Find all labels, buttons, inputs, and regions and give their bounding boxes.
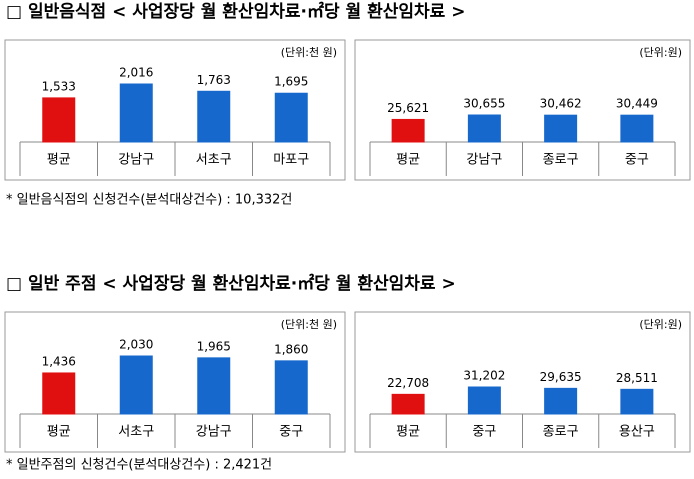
unit-label: (단위:천 원)	[281, 317, 337, 331]
category-label: 평균	[396, 153, 420, 168]
bar	[391, 118, 425, 143]
unit-label: (단위:원)	[639, 318, 682, 331]
category-label: 강남구	[466, 153, 502, 168]
bar	[620, 114, 654, 143]
bar	[274, 92, 308, 143]
value-label: 1,533	[42, 79, 76, 93]
unit-label: (단위:원)	[639, 46, 682, 59]
category-label: 마포구	[273, 153, 309, 168]
section-heading: □ 일반 주점 < 사업장당 월 환산임차료·㎡당 월 환산임차료 >	[6, 273, 456, 294]
value-label: 30,655	[463, 97, 505, 111]
category-label: 강남구	[196, 425, 232, 440]
value-label: 1,695	[274, 75, 308, 89]
value-label: 1,860	[274, 342, 308, 356]
bar	[467, 114, 501, 143]
category-label: 종로구	[543, 153, 579, 168]
value-label: 30,462	[540, 97, 582, 111]
bar	[197, 357, 231, 415]
category-label: 서초구	[196, 153, 232, 168]
value-label: 30,449	[616, 97, 658, 111]
category-label: 종로구	[543, 425, 579, 440]
category-label: 평균	[47, 153, 71, 168]
section-heading: □ 일반음식점 < 사업장당 월 환산임차료·㎡당 월 환산임차료 >	[6, 1, 465, 22]
category-label: 중구	[625, 153, 649, 168]
value-label: 29,635	[540, 370, 582, 384]
bar	[544, 114, 578, 143]
note: * 일반음식점의 신청건수(분석대상건수) : 10,332건	[6, 193, 292, 208]
bar	[42, 97, 76, 143]
category-label: 강남구	[118, 153, 154, 168]
value-label: 2,030	[119, 338, 153, 352]
value-label: 25,621	[387, 101, 429, 115]
bar	[391, 393, 425, 415]
value-label: 1,965	[197, 339, 231, 353]
category-label: 중구	[472, 425, 496, 440]
bar	[544, 387, 578, 415]
unit-label: (단위:천 원)	[281, 45, 337, 59]
bar	[197, 90, 231, 143]
category-label: 용산구	[619, 425, 655, 440]
value-label: 2,016	[119, 66, 153, 80]
category-label: 중구	[279, 425, 303, 440]
category-label: 평균	[47, 425, 71, 440]
value-label: 31,202	[463, 369, 505, 383]
bar	[119, 355, 153, 415]
value-label: 28,511	[616, 371, 658, 385]
note: * 일반주점의 신청건수(분석대상건수) : 2,421건	[6, 458, 272, 473]
category-label: 서초구	[118, 425, 154, 440]
bar	[274, 360, 308, 415]
category-label: 평균	[396, 425, 420, 440]
bar	[620, 388, 654, 415]
value-label: 22,708	[387, 376, 429, 390]
bar	[42, 372, 76, 415]
bar	[467, 386, 501, 415]
bar	[119, 83, 153, 143]
value-label: 1,763	[197, 73, 231, 87]
value-label: 1,436	[42, 354, 76, 368]
